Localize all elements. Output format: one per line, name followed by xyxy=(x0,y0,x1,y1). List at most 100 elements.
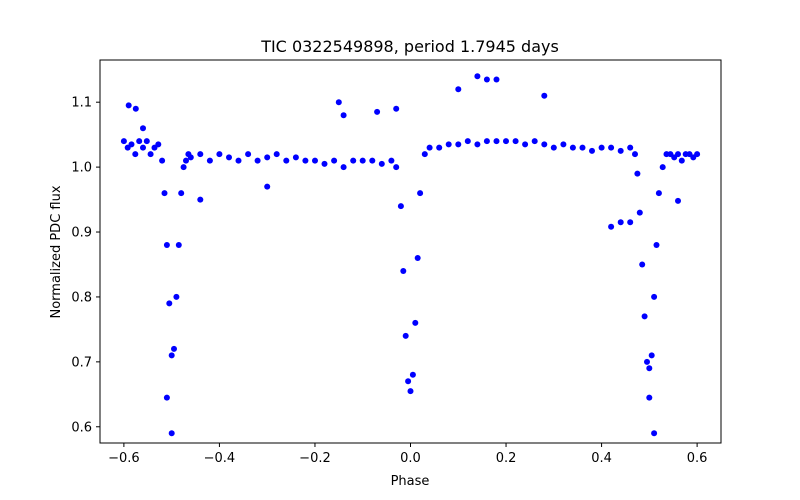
data-point xyxy=(132,105,139,112)
data-point xyxy=(331,157,338,164)
data-point xyxy=(132,151,139,158)
data-point xyxy=(168,430,175,437)
data-point xyxy=(216,151,223,158)
data-point xyxy=(598,144,605,151)
y-tick-label: 0.9 xyxy=(71,226,92,241)
data-point xyxy=(292,154,299,161)
data-point xyxy=(646,365,653,372)
data-point xyxy=(120,138,127,145)
data-point xyxy=(641,313,648,320)
data-point xyxy=(173,293,180,300)
x-tick-label: −0.4 xyxy=(204,451,236,466)
data-point xyxy=(143,138,150,145)
data-point xyxy=(421,151,428,158)
data-point xyxy=(636,209,643,216)
data-point xyxy=(136,138,143,145)
x-tick-label: 0.4 xyxy=(591,451,612,466)
data-point xyxy=(474,141,481,148)
data-point xyxy=(569,144,576,151)
data-point xyxy=(163,394,170,401)
data-point xyxy=(426,144,433,151)
data-point xyxy=(369,157,376,164)
data-point xyxy=(140,125,146,132)
data-point xyxy=(409,371,416,378)
data-point xyxy=(417,190,424,197)
data-point xyxy=(541,92,548,99)
y-axis-label: Normalized PDC flux xyxy=(49,185,64,318)
data-point xyxy=(235,157,242,164)
y-tick-label: 1.1 xyxy=(71,96,92,111)
data-point xyxy=(503,138,509,145)
data-point xyxy=(651,293,658,300)
x-axis-label: Phase xyxy=(391,474,430,489)
data-point xyxy=(206,157,213,164)
data-point xyxy=(171,345,177,352)
data-point xyxy=(512,138,519,145)
data-point xyxy=(168,352,175,359)
data-point xyxy=(634,170,641,177)
data-point xyxy=(402,332,409,339)
data-point xyxy=(639,261,646,268)
data-point xyxy=(608,144,615,151)
data-point xyxy=(627,219,634,226)
data-point xyxy=(140,144,146,151)
data-point xyxy=(378,160,385,167)
data-point xyxy=(273,151,280,158)
data-point xyxy=(651,430,658,437)
data-point xyxy=(335,99,342,106)
data-point xyxy=(374,108,381,115)
data-point xyxy=(627,144,634,151)
data-point xyxy=(175,242,182,248)
data-point xyxy=(483,138,490,145)
data-point xyxy=(493,76,500,83)
data-point xyxy=(264,154,271,161)
x-axis-ticks: −0.6 −0.4 −0.2 0.0 0.2 0.4 0.6 xyxy=(108,443,707,466)
x-tick-label: 0.2 xyxy=(496,451,517,466)
data-point xyxy=(617,219,624,226)
data-point xyxy=(161,190,168,197)
data-point xyxy=(412,319,419,326)
data-point xyxy=(632,151,638,158)
data-point xyxy=(445,141,452,148)
x-tick-label: 0.0 xyxy=(400,451,421,466)
data-point xyxy=(436,144,443,151)
data-point xyxy=(455,141,462,148)
data-point xyxy=(393,105,400,112)
data-point xyxy=(579,144,586,151)
data-point xyxy=(694,151,701,158)
data-point xyxy=(550,144,557,151)
y-axis-ticks: 0.6 0.7 0.8 0.9 1.0 1.1 xyxy=(71,96,100,435)
data-point xyxy=(474,73,481,80)
data-point xyxy=(678,157,685,164)
data-point xyxy=(183,157,189,164)
chart-title: TIC 0322549898, period 1.7945 days xyxy=(260,37,559,56)
data-point xyxy=(163,242,170,248)
data-point xyxy=(397,203,404,210)
data-point xyxy=(648,352,655,359)
data-point xyxy=(312,157,318,164)
data-point xyxy=(393,164,400,171)
data-point xyxy=(197,151,204,158)
data-point xyxy=(493,138,500,145)
data-point xyxy=(340,112,347,119)
data-point xyxy=(254,157,261,164)
data-point xyxy=(283,157,290,164)
data-points xyxy=(120,73,701,437)
data-point xyxy=(264,183,271,190)
y-tick-label: 0.6 xyxy=(71,420,92,435)
data-point xyxy=(405,378,412,385)
data-point xyxy=(617,147,624,154)
y-tick-label: 0.8 xyxy=(71,290,92,305)
data-point xyxy=(659,164,666,171)
data-point xyxy=(589,147,595,154)
data-point xyxy=(541,141,548,148)
data-point xyxy=(147,151,154,158)
data-point xyxy=(178,190,185,197)
data-point xyxy=(455,86,462,93)
data-point xyxy=(655,190,662,197)
data-point xyxy=(644,358,650,365)
data-point xyxy=(531,138,538,145)
data-point xyxy=(407,388,414,395)
